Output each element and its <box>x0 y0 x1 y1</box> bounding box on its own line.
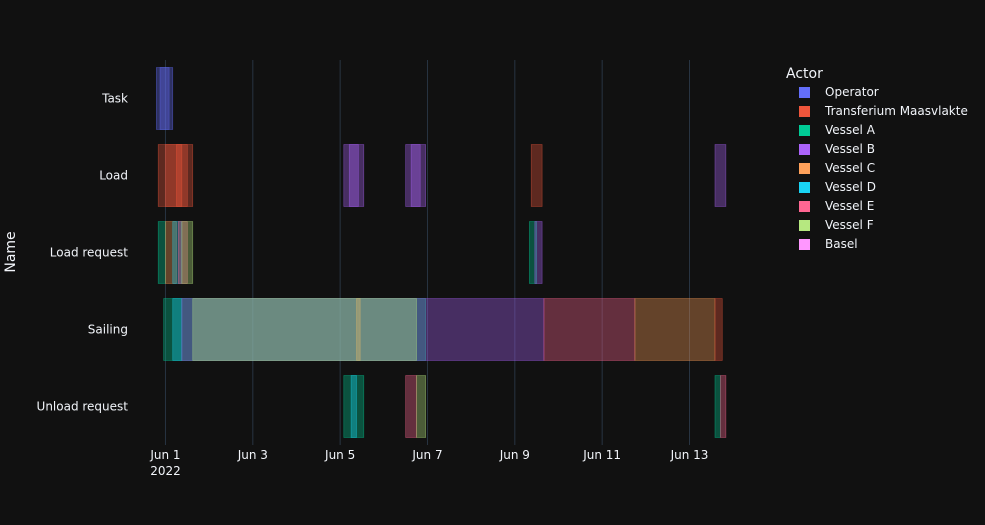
task-bar[interactable] <box>534 221 543 284</box>
y-tick-label: Unload request <box>37 400 129 414</box>
legend-swatch <box>799 106 810 117</box>
legend-title: Actor <box>786 66 823 82</box>
x-tick-sublabel: 2022 <box>150 464 181 478</box>
x-tick-label: Jun 1 <box>149 448 180 462</box>
task-bar[interactable] <box>410 144 421 207</box>
legend-swatch <box>799 182 810 193</box>
task-bar[interactable] <box>172 298 183 361</box>
legend-swatch <box>799 87 810 98</box>
task-bar[interactable] <box>529 221 537 284</box>
legend-swatch <box>799 239 810 250</box>
legend-swatch <box>799 163 810 174</box>
x-tick-label: Jun 3 <box>237 448 268 462</box>
legend-label: Vessel F <box>825 218 874 232</box>
legend-swatch <box>799 144 810 155</box>
task-bar[interactable] <box>714 298 723 361</box>
task-bar[interactable] <box>714 144 727 207</box>
task-bar[interactable] <box>634 298 716 361</box>
x-tick-label: Jun 9 <box>499 448 530 462</box>
x-tick-label: Jun 11 <box>582 448 621 462</box>
x-tick-label: Jun 5 <box>324 448 355 462</box>
task-bar[interactable] <box>530 144 543 207</box>
y-axis: Task Load Load request Sailing Unload reques… <box>37 92 129 414</box>
task-bar[interactable] <box>714 375 721 438</box>
y-tick-label: Load request <box>50 246 129 260</box>
task-bar[interactable] <box>157 144 194 207</box>
task-bar[interactable] <box>405 375 417 438</box>
legend-swatch <box>799 220 810 231</box>
task-bar[interactable] <box>165 221 177 284</box>
y-tick-label: Load <box>99 169 128 183</box>
legend-label: Vessel D <box>825 180 876 194</box>
y-tick-label: Sailing <box>88 323 128 337</box>
task-bar[interactable] <box>181 221 194 284</box>
legend: Actor Operator Transferium Maasvlakte Vess… <box>786 66 968 251</box>
y-axis-title: Name <box>3 231 19 272</box>
y-tick-label: Task <box>101 92 128 106</box>
task-bar[interactable] <box>192 298 417 361</box>
legend-item[interactable]: Vessel C <box>799 161 875 175</box>
x-tick-label: Jun 7 <box>411 448 442 462</box>
legend-item[interactable]: Operator <box>799 85 879 99</box>
legend-item[interactable]: Vessel F <box>799 218 874 232</box>
task-bar[interactable] <box>181 298 545 361</box>
task-bar[interactable] <box>157 221 166 284</box>
task-bars <box>156 67 727 438</box>
legend-item[interactable]: Vessel A <box>799 123 876 137</box>
legend-item[interactable]: Vessel D <box>799 180 876 194</box>
legend-label: Basel <box>825 237 858 251</box>
task-bar[interactable] <box>163 298 426 361</box>
x-tick-label: Jun 13 <box>670 448 709 462</box>
legend-swatch <box>799 125 810 136</box>
x-gridlines <box>164 60 690 445</box>
legend-item[interactable]: Vessel B <box>799 142 875 156</box>
legend-label: Vessel A <box>825 123 876 137</box>
legend-label: Vessel B <box>825 142 875 156</box>
legend-label: Operator <box>825 85 879 99</box>
task-bar[interactable] <box>159 67 170 130</box>
legend-label: Vessel C <box>825 161 875 175</box>
legend-item[interactable]: Vessel E <box>799 199 874 213</box>
task-bar[interactable] <box>176 144 183 207</box>
x-axis: Jun 1 2022 Jun 3 Jun 5 Jun 7 Jun 9 Jun 11 Jun 1… <box>149 448 708 478</box>
task-bar[interactable] <box>720 375 727 438</box>
task-bar[interactable] <box>543 298 636 361</box>
task-bar[interactable] <box>416 375 426 438</box>
legend-label: Vessel E <box>825 199 874 213</box>
legend-item[interactable]: Basel <box>799 237 858 251</box>
legend-item[interactable]: Transferium Maasvlakte <box>799 104 968 118</box>
legend-swatch <box>799 201 810 212</box>
task-bar[interactable] <box>350 375 357 438</box>
task-bar[interactable] <box>348 144 359 207</box>
legend-label: Transferium Maasvlakte <box>824 104 968 118</box>
